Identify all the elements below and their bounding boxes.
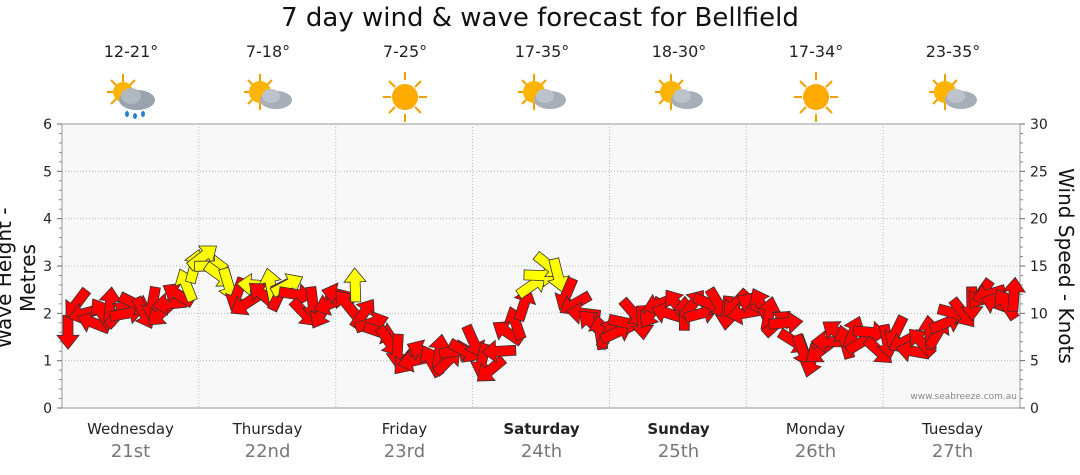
credit-text: www.seabreeze.com.au [910,392,1017,402]
right-tick-label: 10 [1030,306,1048,322]
right-tick-label: 25 [1030,164,1048,180]
sun-cloud-icon [655,74,703,110]
temp-label-friday: 7-25° [382,42,428,61]
wind-arrow [1002,276,1026,313]
day-label-tuesday: Tuesday [921,420,984,438]
left-tick-label: 3 [43,259,52,275]
temp-label-wednesday: 12-21° [103,42,159,61]
date-label-wednesday: 21st [110,441,151,462]
day-label-thursday: Thursday [232,420,303,438]
left-axis-ticks: 0 1 2 3 4 5 6 [43,117,62,417]
left-tick-label: 6 [43,117,52,133]
day-label-friday: Friday [381,420,428,438]
wind-arrow [461,323,486,358]
date-label-thursday: 22nd [244,441,291,462]
temp-label-thursday: 7-18° [245,42,291,61]
right-axis-ticks: 0 5 10 15 20 25 30 [1020,117,1048,417]
temp-label-tuesday: 23-35° [925,42,981,61]
temp-label-monday: 17-34° [788,42,844,61]
left-tick-label: 0 [43,401,52,417]
temp-label-sunday: 18-30° [651,42,707,61]
sun-icon [383,72,427,122]
y-axis-right-label: Wind Speed - Knots [1054,168,1078,364]
left-tick-label: 1 [43,354,52,370]
sun-cloud-icon [929,74,977,110]
date-label-sunday: 25th [657,441,700,462]
wind-arrows [56,245,1026,382]
left-tick-label: 5 [43,164,52,180]
date-label-friday: 23rd [383,441,426,462]
chart-title: 7 day wind & wave forecast for Bellfield [281,3,799,33]
wind-arrow [547,257,571,293]
y-axis-left-label: Wave Height - Metres [0,208,40,349]
day-label-sunday: Sunday [647,420,710,438]
sun-icon [794,72,838,122]
wind-arrow [481,339,517,364]
right-tick-label: 0 [1030,401,1039,417]
date-label-monday: 26th [794,441,837,462]
right-tick-label: 30 [1030,117,1048,133]
day-label-monday: Monday [785,420,846,438]
sun-cloud-rain-icon [107,74,155,119]
date-label-saturday: 24th [520,441,563,462]
right-tick-label: 15 [1030,259,1048,275]
sun-cloud-icon [518,74,566,110]
day-label-wednesday: Wednesday [87,420,174,438]
sun-cloud-icon [244,74,292,110]
left-tick-label: 2 [43,306,52,322]
wind-arrow [343,267,367,303]
date-label-tuesday: 27th [931,441,974,462]
right-tick-label: 5 [1030,354,1039,370]
day-label-saturday: Saturday [503,420,580,438]
wind-arrow [476,354,508,382]
right-tick-label: 20 [1030,212,1048,228]
temp-label-saturday: 17-35° [514,42,570,61]
left-tick-label: 4 [43,212,52,228]
